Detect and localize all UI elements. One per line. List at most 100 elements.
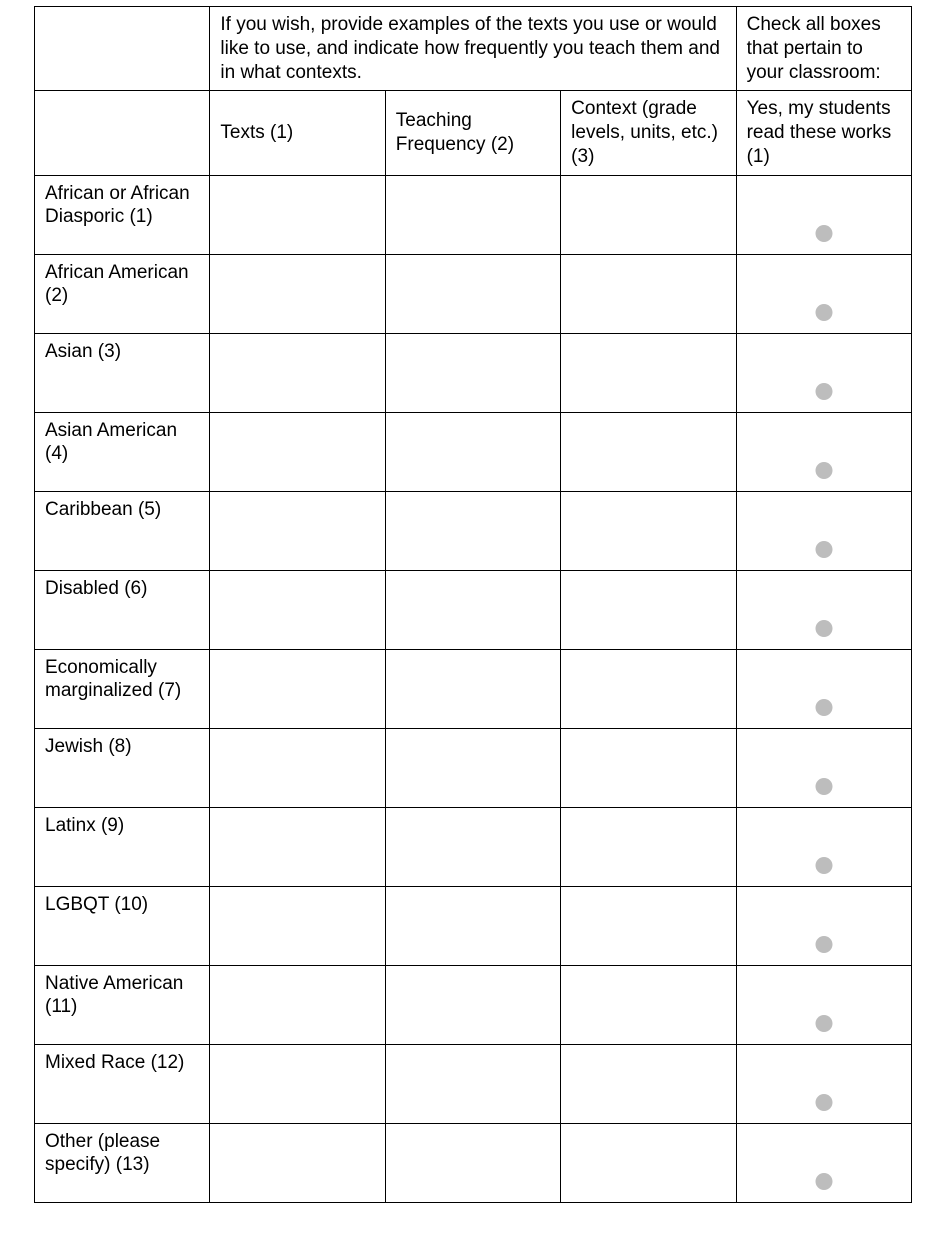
cell-checkbox[interactable] <box>736 965 911 1044</box>
cell-context[interactable] <box>561 175 736 254</box>
cell-texts[interactable] <box>210 1044 385 1123</box>
table-row: Economically marginalized (7) <box>35 649 912 728</box>
cell-texts[interactable] <box>210 1123 385 1202</box>
cell-checkbox[interactable] <box>736 570 911 649</box>
subheader-texts: Texts (1) <box>210 91 385 175</box>
table-row: African or African Diasporic (1) <box>35 175 912 254</box>
cell-texts[interactable] <box>210 649 385 728</box>
cell-checkbox[interactable] <box>736 649 911 728</box>
cell-frequency[interactable] <box>385 728 560 807</box>
radio-icon <box>815 304 832 321</box>
subheader-frequency: Teaching Frequency (2) <box>385 91 560 175</box>
radio-icon <box>815 857 832 874</box>
cell-checkbox[interactable] <box>736 175 911 254</box>
cell-frequency[interactable] <box>385 333 560 412</box>
cell-frequency[interactable] <box>385 649 560 728</box>
header-group-checkbox: Check all boxes that pertain to your cla… <box>736 7 911 91</box>
radio-icon <box>815 462 832 479</box>
radio-icon <box>815 620 832 637</box>
header-blank-corner <box>35 7 210 91</box>
cell-frequency[interactable] <box>385 412 560 491</box>
cell-context[interactable] <box>561 649 736 728</box>
cell-checkbox[interactable] <box>736 1123 911 1202</box>
header-group-examples: If you wish, provide examples of the tex… <box>210 7 736 91</box>
row-label: Mixed Race (12) <box>35 1044 210 1123</box>
cell-context[interactable] <box>561 333 736 412</box>
cell-context[interactable] <box>561 412 736 491</box>
radio-icon <box>815 541 832 558</box>
cell-frequency[interactable] <box>385 491 560 570</box>
cell-frequency[interactable] <box>385 965 560 1044</box>
survey-table: If you wish, provide examples of the tex… <box>34 6 912 1203</box>
row-label: Other (please specify) (13) <box>35 1123 210 1202</box>
cell-texts[interactable] <box>210 807 385 886</box>
cell-checkbox[interactable] <box>736 807 911 886</box>
cell-checkbox[interactable] <box>736 491 911 570</box>
row-label: Jewish (8) <box>35 728 210 807</box>
cell-texts[interactable] <box>210 175 385 254</box>
cell-context[interactable] <box>561 807 736 886</box>
cell-context[interactable] <box>561 254 736 333</box>
cell-texts[interactable] <box>210 886 385 965</box>
header-blank-rowlabel <box>35 91 210 175</box>
cell-context[interactable] <box>561 965 736 1044</box>
table-row: Jewish (8) <box>35 728 912 807</box>
cell-checkbox[interactable] <box>736 254 911 333</box>
cell-checkbox[interactable] <box>736 728 911 807</box>
cell-context[interactable] <box>561 570 736 649</box>
cell-context[interactable] <box>561 491 736 570</box>
cell-texts[interactable] <box>210 728 385 807</box>
table-row: Other (please specify) (13) <box>35 1123 912 1202</box>
radio-icon <box>815 225 832 242</box>
row-label: African or African Diasporic (1) <box>35 175 210 254</box>
cell-context[interactable] <box>561 886 736 965</box>
radio-icon <box>815 1094 832 1111</box>
radio-icon <box>815 778 832 795</box>
table-row: Caribbean (5) <box>35 491 912 570</box>
table-row: Asian American (4) <box>35 412 912 491</box>
row-label: African American (2) <box>35 254 210 333</box>
row-label: Economically marginalized (7) <box>35 649 210 728</box>
radio-icon <box>815 1015 832 1032</box>
table-row: Disabled (6) <box>35 570 912 649</box>
subheader-yes-read: Yes, my students read these works (1) <box>736 91 911 175</box>
cell-frequency[interactable] <box>385 1123 560 1202</box>
table-body: African or African Diasporic (1) African… <box>35 175 912 1202</box>
row-label: Asian (3) <box>35 333 210 412</box>
cell-checkbox[interactable] <box>736 412 911 491</box>
cell-context[interactable] <box>561 728 736 807</box>
radio-icon <box>815 1173 832 1190</box>
table-row: Mixed Race (12) <box>35 1044 912 1123</box>
cell-checkbox[interactable] <box>736 333 911 412</box>
cell-frequency[interactable] <box>385 570 560 649</box>
cell-texts[interactable] <box>210 254 385 333</box>
cell-frequency[interactable] <box>385 254 560 333</box>
radio-icon <box>815 699 832 716</box>
cell-context[interactable] <box>561 1044 736 1123</box>
cell-frequency[interactable] <box>385 886 560 965</box>
cell-texts[interactable] <box>210 570 385 649</box>
table-row: Asian (3) <box>35 333 912 412</box>
cell-checkbox[interactable] <box>736 886 911 965</box>
cell-checkbox[interactable] <box>736 1044 911 1123</box>
cell-texts[interactable] <box>210 965 385 1044</box>
cell-context[interactable] <box>561 1123 736 1202</box>
cell-frequency[interactable] <box>385 807 560 886</box>
radio-icon <box>815 383 832 400</box>
table-row: LGBQT (10) <box>35 886 912 965</box>
subheader-context: Context (grade levels, units, etc.) (3) <box>561 91 736 175</box>
cell-texts[interactable] <box>210 412 385 491</box>
header-row-1: If you wish, provide examples of the tex… <box>35 7 912 91</box>
row-label: Asian American (4) <box>35 412 210 491</box>
cell-frequency[interactable] <box>385 1044 560 1123</box>
radio-icon <box>815 936 832 953</box>
row-label: LGBQT (10) <box>35 886 210 965</box>
table-row: African American (2) <box>35 254 912 333</box>
cell-texts[interactable] <box>210 491 385 570</box>
table-row: Native American (11) <box>35 965 912 1044</box>
cell-texts[interactable] <box>210 333 385 412</box>
row-label: Caribbean (5) <box>35 491 210 570</box>
cell-frequency[interactable] <box>385 175 560 254</box>
row-label: Latinx (9) <box>35 807 210 886</box>
table-row: Latinx (9) <box>35 807 912 886</box>
